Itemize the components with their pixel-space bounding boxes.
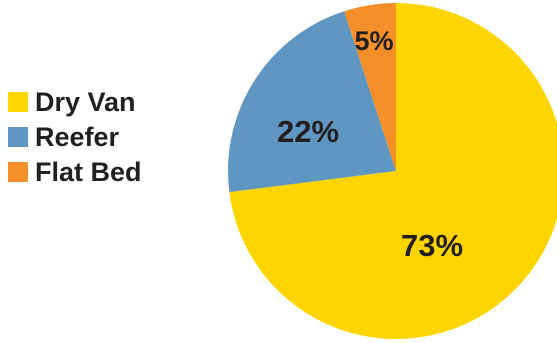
- pie-slice-dry-van: [229, 3, 557, 339]
- legend-label-dry-van: Dry Van: [35, 87, 136, 117]
- legend-label-flat-bed: Flat Bed: [35, 157, 142, 187]
- legend-item-flat-bed: Flat Bed: [8, 158, 142, 186]
- legend-swatch-dry-van: [8, 92, 28, 112]
- data-label-flat-bed: 5%: [354, 26, 393, 56]
- data-label-dry-van: 73%: [401, 228, 463, 263]
- data-label-reefer: 22%: [277, 114, 339, 149]
- legend: Dry Van Reefer Flat Bed: [8, 88, 142, 186]
- legend-swatch-reefer: [8, 127, 28, 147]
- legend-item-reefer: Reefer: [8, 123, 142, 151]
- pie-slice-reefer: [227, 11, 396, 193]
- legend-item-dry-van: Dry Van: [8, 88, 142, 116]
- legend-swatch-flat-bed: [8, 162, 28, 182]
- pie-slice-flat-bed: [344, 2, 396, 171]
- legend-label-reefer: Reefer: [35, 122, 120, 152]
